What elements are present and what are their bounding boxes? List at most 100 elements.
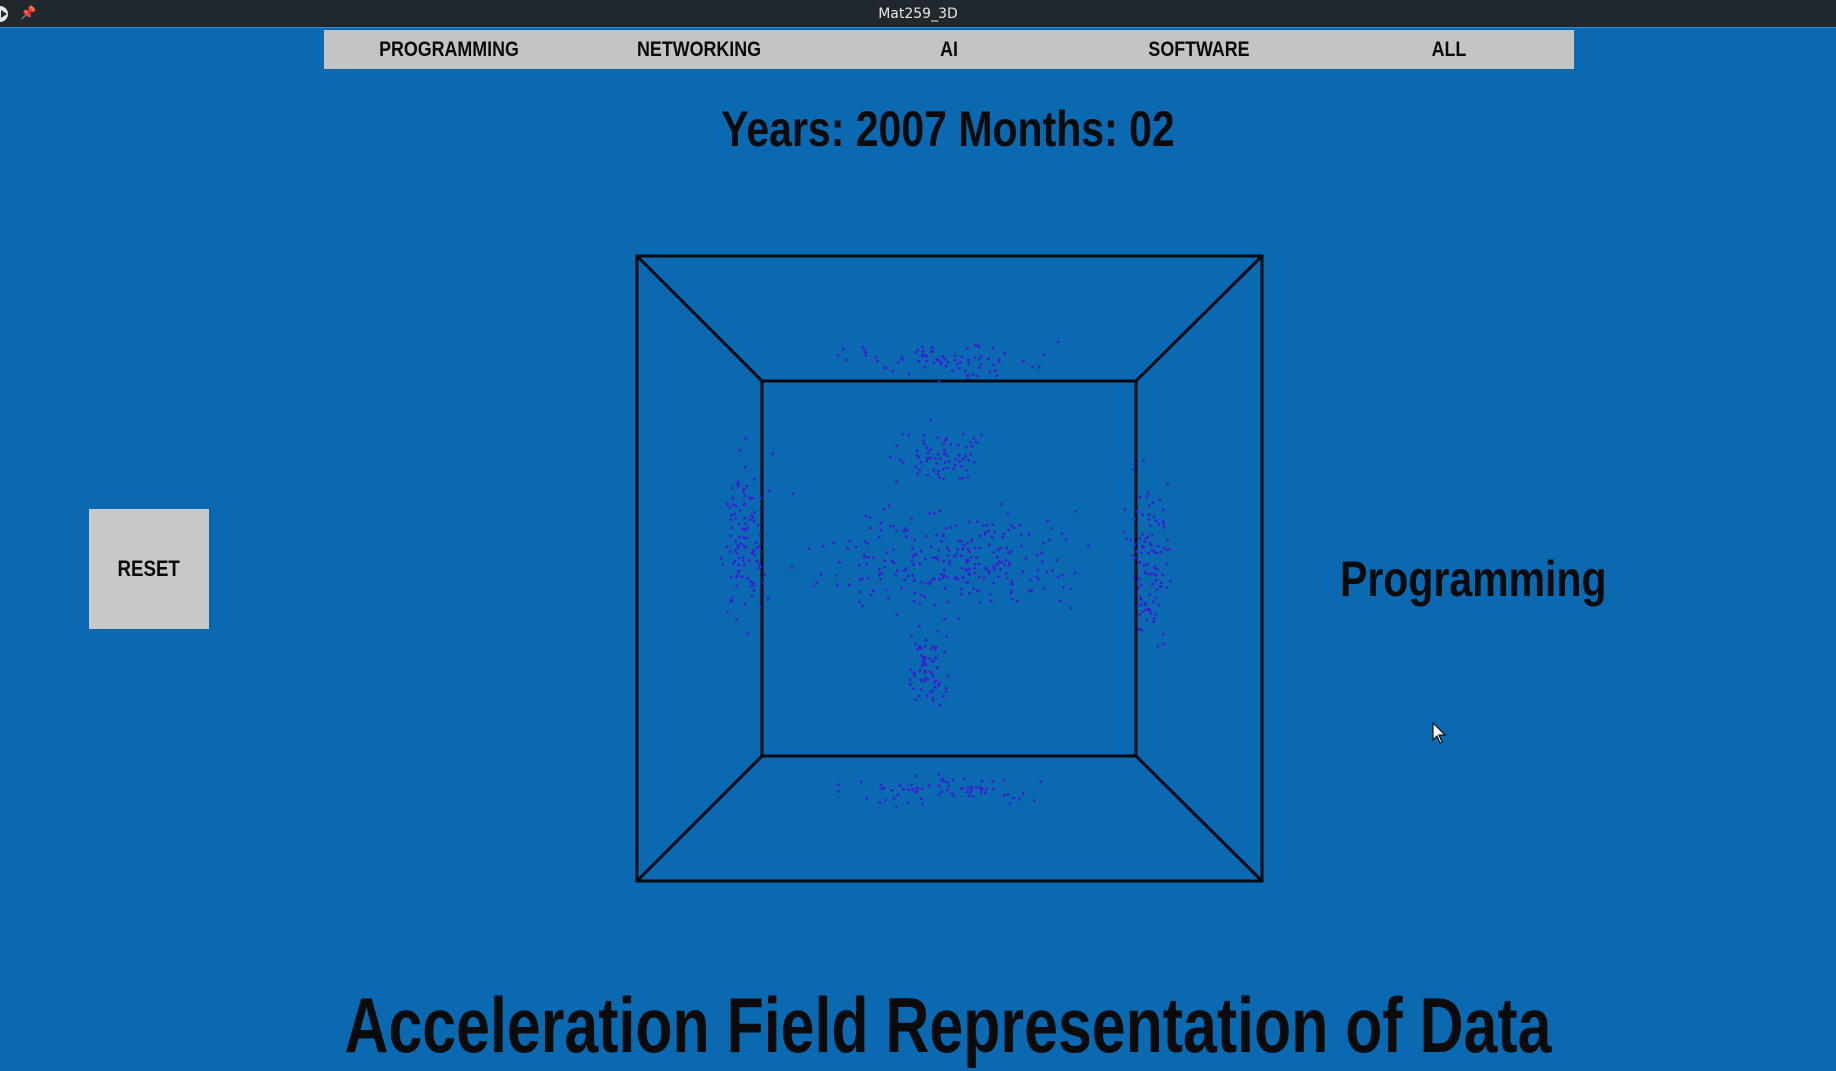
data-point bbox=[858, 600, 861, 604]
data-point bbox=[1161, 519, 1165, 523]
data-point bbox=[857, 563, 861, 567]
data-point bbox=[1010, 549, 1013, 553]
data-point bbox=[917, 694, 921, 698]
data-point bbox=[942, 477, 945, 481]
data-point bbox=[928, 512, 932, 516]
data-point bbox=[752, 516, 755, 520]
data-point bbox=[762, 506, 766, 509]
edge-bottom-left bbox=[635, 754, 764, 883]
data-point bbox=[1010, 597, 1014, 601]
data-point bbox=[1060, 532, 1064, 536]
menu-ai[interactable]: AI bbox=[940, 38, 958, 61]
data-point bbox=[999, 502, 1003, 506]
data-point bbox=[922, 655, 925, 659]
data-point bbox=[1156, 645, 1160, 648]
data-point bbox=[982, 576, 986, 580]
inner-frame bbox=[760, 379, 1138, 758]
data-point bbox=[891, 369, 895, 373]
data-point bbox=[1145, 495, 1149, 498]
data-point bbox=[846, 546, 849, 550]
menu-software[interactable]: SOFTWARE bbox=[1148, 38, 1250, 61]
data-point bbox=[739, 542, 743, 546]
data-point bbox=[1153, 572, 1156, 576]
data-point bbox=[1154, 613, 1158, 616]
data-point bbox=[933, 577, 936, 581]
data-point bbox=[756, 523, 760, 527]
data-point bbox=[921, 353, 925, 357]
data-point bbox=[1009, 591, 1013, 595]
data-point bbox=[966, 786, 970, 790]
data-point bbox=[920, 679, 923, 683]
data-point bbox=[920, 593, 923, 597]
data-point bbox=[892, 524, 896, 528]
data-point bbox=[944, 686, 948, 690]
menu-networking[interactable]: NETWORKING bbox=[637, 38, 761, 61]
data-point bbox=[916, 472, 919, 476]
data-point bbox=[728, 534, 732, 538]
menu-programming[interactable]: PROGRAMMING bbox=[379, 38, 519, 61]
data-point bbox=[977, 344, 980, 347]
data-point bbox=[959, 554, 963, 558]
data-point bbox=[758, 563, 762, 567]
data-point bbox=[924, 638, 928, 642]
data-point bbox=[975, 374, 979, 378]
data-point bbox=[900, 586, 903, 590]
data-point bbox=[877, 573, 881, 577]
data-point bbox=[1002, 532, 1006, 536]
data-point bbox=[1140, 551, 1143, 555]
data-point bbox=[953, 555, 956, 558]
data-point bbox=[910, 559, 914, 563]
data-point bbox=[940, 790, 943, 794]
data-point bbox=[970, 556, 973, 559]
data-point bbox=[967, 458, 970, 462]
data-point bbox=[1152, 515, 1156, 519]
data-point bbox=[966, 542, 970, 545]
data-point bbox=[1037, 365, 1041, 369]
data-point bbox=[970, 538, 974, 541]
menu-all[interactable]: ALL bbox=[1431, 38, 1467, 61]
data-point bbox=[733, 549, 737, 552]
data-point bbox=[928, 670, 932, 673]
data-point bbox=[728, 505, 732, 509]
data-point bbox=[1132, 576, 1136, 579]
data-point bbox=[969, 791, 972, 794]
data-point bbox=[755, 559, 758, 563]
data-point bbox=[1002, 793, 1006, 797]
data-point bbox=[1142, 564, 1146, 567]
pin-icon[interactable]: 📌 bbox=[20, 6, 37, 21]
data-point bbox=[913, 578, 916, 582]
data-point bbox=[1138, 613, 1141, 616]
app-icon[interactable] bbox=[0, 6, 8, 22]
data-point bbox=[914, 553, 918, 557]
data-point bbox=[938, 457, 942, 461]
data-point bbox=[920, 787, 924, 791]
data-point bbox=[922, 442, 926, 446]
data-point bbox=[925, 359, 928, 363]
data-point bbox=[1142, 459, 1145, 462]
data-point bbox=[926, 456, 930, 460]
data-point bbox=[864, 354, 868, 358]
data-point bbox=[1018, 797, 1021, 801]
data-point bbox=[972, 436, 976, 440]
data-point bbox=[965, 558, 969, 562]
data-point bbox=[746, 526, 750, 530]
data-point bbox=[1152, 620, 1155, 624]
data-point bbox=[1133, 543, 1137, 547]
data-point bbox=[923, 557, 927, 561]
data-point bbox=[721, 563, 725, 567]
data-point bbox=[1010, 582, 1014, 585]
data-point bbox=[966, 358, 970, 362]
data-point bbox=[923, 595, 927, 598]
data-point bbox=[755, 541, 758, 545]
edge-bottom-right bbox=[1134, 754, 1264, 883]
data-point bbox=[904, 535, 908, 539]
data-point bbox=[877, 536, 881, 539]
reset-button[interactable]: RESET bbox=[89, 509, 209, 629]
data-point bbox=[1031, 365, 1034, 369]
data-point bbox=[1139, 597, 1143, 601]
data-point bbox=[902, 788, 905, 792]
data-point bbox=[970, 788, 973, 792]
data-point bbox=[914, 465, 918, 469]
data-point bbox=[911, 574, 915, 577]
